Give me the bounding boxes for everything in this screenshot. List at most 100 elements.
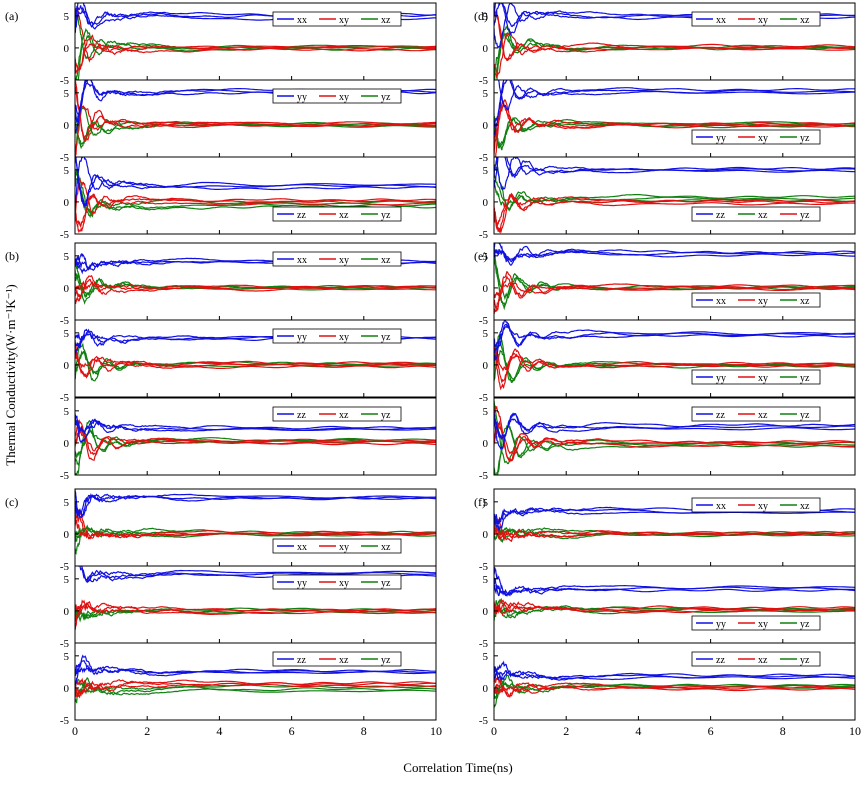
subplot-6-2: -5 0 5 yy xy yz bbox=[479, 565, 856, 650]
legend-entry: yy bbox=[297, 332, 307, 343]
series-line-blue bbox=[494, 248, 855, 262]
legend-box bbox=[691, 651, 821, 667]
panel-label: (b) bbox=[5, 249, 19, 263]
y-tick-label: -5 bbox=[60, 152, 70, 164]
legend-entry: yz bbox=[381, 332, 391, 343]
series-group bbox=[75, 80, 436, 157]
subplot-4-2: -5 0 5 yy xy yz bbox=[479, 79, 856, 164]
y-tick-label: 5 bbox=[64, 651, 70, 663]
subplot-1-1: -5 0 5 xx xy xz bbox=[60, 2, 437, 87]
legend-entry: yy bbox=[716, 373, 726, 384]
y-tick-label: 5 bbox=[483, 497, 489, 509]
series-line-blue bbox=[494, 566, 855, 597]
legend-entry: yz bbox=[381, 578, 391, 589]
series-line-red bbox=[75, 34, 436, 74]
series-line-blue bbox=[75, 489, 436, 517]
series-group bbox=[494, 320, 855, 391]
series-line-blue bbox=[494, 412, 855, 451]
subplot-4-1: -5 0 5 xx xy xz bbox=[479, 2, 856, 87]
series-group bbox=[494, 660, 855, 708]
legend-entry: xy bbox=[339, 332, 349, 343]
subplot-3-2: -5 0 5 yy xy yz bbox=[60, 565, 437, 650]
series-line-red bbox=[494, 601, 855, 616]
plot-frame bbox=[493, 319, 856, 398]
series-group bbox=[494, 80, 855, 157]
series-line-green bbox=[494, 164, 855, 211]
y-tick-label: 0 bbox=[483, 283, 489, 295]
y-tick-label: -5 bbox=[479, 561, 489, 573]
x-tick-label: 4 bbox=[635, 724, 641, 738]
y-tick-label: 5 bbox=[64, 328, 70, 340]
y-tick-label: 0 bbox=[64, 529, 70, 541]
series-line-blue bbox=[75, 494, 436, 519]
plot-frame bbox=[74, 488, 437, 567]
legend-entry: yz bbox=[800, 210, 810, 221]
series-line-red bbox=[75, 5, 436, 63]
series-line-green bbox=[494, 425, 855, 475]
panel-label: (a) bbox=[5, 9, 18, 23]
y-tick-label: -5 bbox=[479, 638, 489, 650]
series-line-blue bbox=[75, 157, 436, 209]
legend-entry: xy bbox=[758, 373, 768, 384]
legend-entry: xz bbox=[800, 15, 810, 26]
subplot-3-1: -5 0 5 xx xy xz bbox=[60, 488, 437, 573]
legend-box bbox=[691, 369, 821, 385]
series-line-red bbox=[75, 339, 436, 379]
legend-entry: xy bbox=[758, 15, 768, 26]
series-line-red bbox=[494, 193, 855, 228]
series-line-green bbox=[494, 32, 855, 77]
y-tick-label: 0 bbox=[483, 529, 489, 541]
y-tick-label: 0 bbox=[64, 360, 70, 372]
series-line-green bbox=[75, 168, 436, 218]
y-tick-label: -5 bbox=[60, 715, 70, 727]
legend-entry: zz bbox=[716, 210, 725, 221]
y-tick-label: 0 bbox=[483, 197, 489, 209]
y-tick-label: 0 bbox=[64, 606, 70, 618]
legend-entry: zz bbox=[297, 655, 306, 666]
legend-entry: yz bbox=[381, 92, 391, 103]
y-tick-label: 0 bbox=[483, 120, 489, 132]
y-tick-label: -5 bbox=[60, 561, 70, 573]
legend-entry: xy bbox=[758, 296, 768, 307]
y-tick-label: -5 bbox=[60, 470, 70, 482]
y-tick-label: 5 bbox=[483, 88, 489, 100]
series-group bbox=[75, 328, 436, 382]
subplot-1-2: -5 0 5 yy xy yz bbox=[60, 79, 437, 164]
y-tick-label: 0 bbox=[483, 43, 489, 55]
series-group bbox=[75, 253, 436, 305]
series-line-red bbox=[75, 679, 436, 699]
legend-entry: xz bbox=[758, 210, 768, 221]
x-tick-label: 4 bbox=[216, 724, 222, 738]
legend-entry: xz bbox=[758, 655, 768, 666]
y-tick-label: 5 bbox=[64, 497, 70, 509]
series-line-red bbox=[494, 340, 855, 391]
series-line-blue bbox=[494, 157, 855, 179]
legend-entry: xz bbox=[800, 296, 810, 307]
series-line-blue bbox=[494, 411, 855, 440]
legend-box bbox=[691, 292, 821, 308]
y-tick-label: 5 bbox=[483, 328, 489, 340]
series-line-red bbox=[494, 30, 855, 79]
legend-entry: yz bbox=[381, 210, 391, 221]
legend-entry: xx bbox=[297, 15, 307, 26]
series-line-red bbox=[494, 12, 855, 62]
y-tick-label: 0 bbox=[483, 360, 489, 372]
legend-entry: xy bbox=[758, 501, 768, 512]
legend-entry: xz bbox=[381, 542, 391, 553]
legend-entry: xz bbox=[758, 410, 768, 421]
plot-frame bbox=[493, 242, 856, 321]
series-line-blue bbox=[495, 157, 855, 191]
legend-entry: zz bbox=[297, 410, 306, 421]
y-tick-label: 5 bbox=[483, 251, 489, 263]
legend-box bbox=[272, 11, 402, 27]
x-axis-label: Correlation Time(ns) bbox=[403, 760, 512, 775]
x-tick-label: 6 bbox=[289, 724, 295, 738]
series-line-red bbox=[494, 515, 855, 543]
series-line-blue bbox=[494, 243, 855, 266]
series-line-red bbox=[75, 43, 436, 71]
series-line-green bbox=[75, 106, 436, 156]
series-line-blue bbox=[494, 507, 855, 525]
y-tick-label: 0 bbox=[64, 197, 70, 209]
y-tick-label: 5 bbox=[64, 88, 70, 100]
